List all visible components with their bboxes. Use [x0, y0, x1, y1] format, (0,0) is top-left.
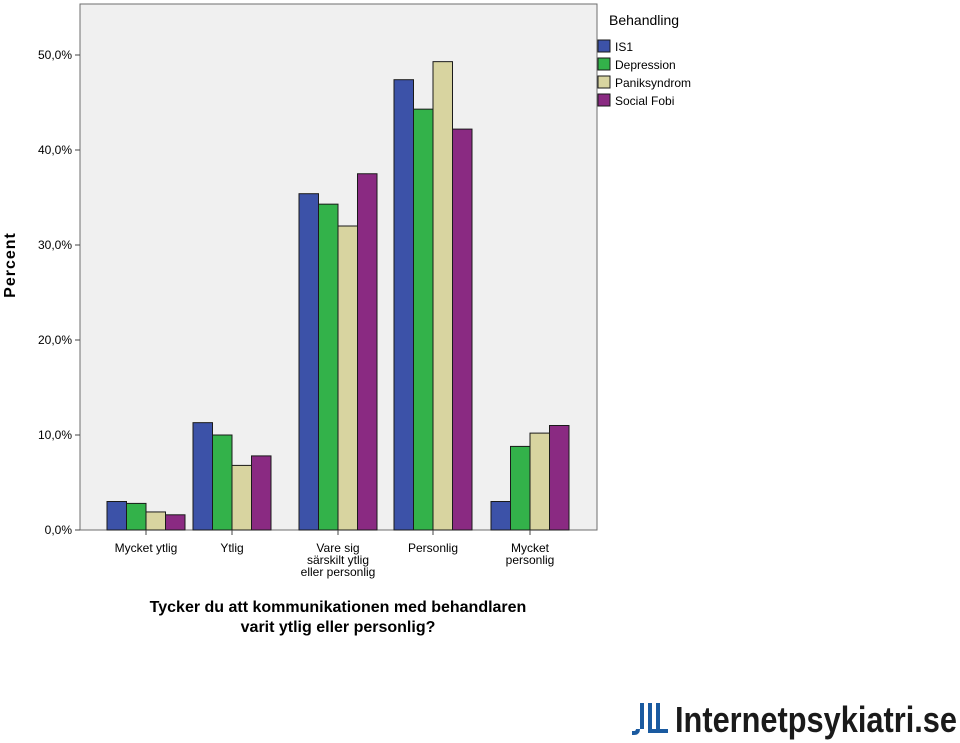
bar-paniksyndrom [145, 511, 166, 531]
x-category-label: Mycket ytlig [115, 541, 178, 555]
y-tick-label: 20,0% [38, 333, 72, 347]
bar-is1 [298, 193, 319, 531]
legend-swatch [597, 39, 611, 53]
y-tick-label: 40,0% [38, 143, 72, 157]
logo-mark-icon [632, 703, 668, 735]
x-category-label: eller personlig [301, 565, 376, 579]
y-tick-label: 50,0% [38, 48, 72, 62]
y-tick-label: 0,0% [45, 523, 73, 537]
bar-is1 [490, 501, 511, 531]
x-category-label: Vare sig [316, 541, 359, 555]
x-category-label: Ytlig [220, 541, 243, 555]
legend-item-label: Social Fobi [615, 94, 674, 108]
x-axis-label-line-2: varit ytlig eller personlig? [241, 619, 436, 636]
bar-depression [510, 445, 531, 531]
x-axis-label-line-1: Tycker du att kommunikationen med behand… [150, 599, 527, 616]
bar-paniksyndrom [231, 464, 252, 531]
legend-swatch [597, 57, 611, 71]
x-category-label: personlig [506, 553, 555, 567]
bar-depression [318, 203, 339, 531]
bar-depression [212, 434, 233, 531]
legend-item-label: IS1 [615, 40, 633, 54]
x-category-label: Personlig [408, 541, 458, 555]
bars [106, 61, 570, 531]
legend-item-label: Depression [615, 58, 676, 72]
bar-paniksyndrom [337, 225, 358, 531]
logo-text: Internetpsykiatri.se [675, 699, 957, 740]
bar-social-fobi [165, 514, 186, 531]
bar-is1 [192, 422, 213, 531]
y-tick-label: 30,0% [38, 238, 72, 252]
y-tick-label: 10,0% [38, 428, 72, 442]
y-axis: 0,0% 10,0% 20,0% 30,0% 40,0% 50,0% [38, 48, 80, 537]
bar-social-fobi [452, 128, 473, 531]
logo: Internetpsykiatri.se [632, 699, 957, 740]
bar-paniksyndrom [529, 432, 550, 531]
bar-is1 [393, 79, 414, 531]
bar-paniksyndrom [432, 61, 453, 531]
bar-depression [126, 502, 147, 531]
legend-swatch [597, 93, 611, 107]
legend-title: Behandling [609, 12, 679, 28]
bar-social-fobi [357, 173, 378, 531]
y-axis-label: Percent [2, 232, 19, 298]
legend: Behandling IS1 Depression Paniksyndrom Soci… [597, 12, 691, 108]
legend-swatch [597, 75, 611, 89]
bar-is1 [106, 501, 127, 531]
legend-item-label: Paniksyndrom [615, 76, 691, 90]
x-category-label: särskilt ytlig [307, 553, 369, 567]
x-category-label: Mycket [511, 541, 550, 555]
bar-social-fobi [549, 425, 570, 531]
bar-depression [413, 108, 434, 531]
bar-social-fobi [251, 455, 272, 531]
